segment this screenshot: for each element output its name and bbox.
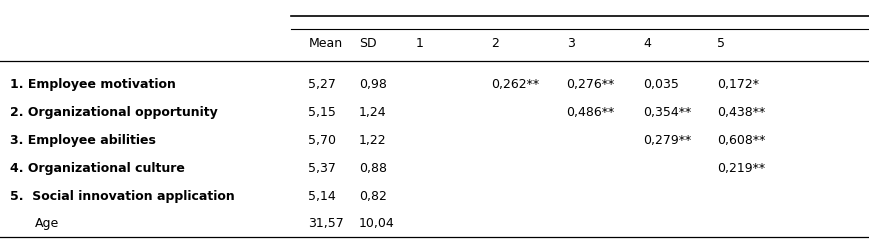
Text: 4. Organizational culture: 4. Organizational culture xyxy=(10,162,185,175)
Text: 5: 5 xyxy=(717,37,725,50)
Text: 1: 1 xyxy=(415,37,423,50)
Text: 0,279**: 0,279** xyxy=(643,134,692,147)
Text: 5,70: 5,70 xyxy=(308,134,336,147)
Text: 5,37: 5,37 xyxy=(308,162,336,175)
Text: 0,608**: 0,608** xyxy=(717,134,766,147)
Text: 10,04: 10,04 xyxy=(359,217,395,230)
Text: 5,15: 5,15 xyxy=(308,106,336,119)
Text: 0,035: 0,035 xyxy=(643,78,679,91)
Text: 5.  Social innovation application: 5. Social innovation application xyxy=(10,189,235,203)
Text: 0,98: 0,98 xyxy=(359,78,387,91)
Text: 1,22: 1,22 xyxy=(359,134,387,147)
Text: 0,354**: 0,354** xyxy=(643,106,692,119)
Text: 0,438**: 0,438** xyxy=(717,106,766,119)
Text: 2: 2 xyxy=(491,37,499,50)
Text: 0,262**: 0,262** xyxy=(491,78,539,91)
Text: 0,486**: 0,486** xyxy=(567,106,615,119)
Text: 4: 4 xyxy=(643,37,651,50)
Text: SD: SD xyxy=(359,37,376,50)
Text: 5,27: 5,27 xyxy=(308,78,336,91)
Text: 0,88: 0,88 xyxy=(359,162,387,175)
Text: 5,14: 5,14 xyxy=(308,189,336,203)
Text: Age: Age xyxy=(35,217,59,230)
Text: 1,24: 1,24 xyxy=(359,106,387,119)
Text: 2. Organizational opportunity: 2. Organizational opportunity xyxy=(10,106,218,119)
Text: 0,82: 0,82 xyxy=(359,189,387,203)
Text: 3: 3 xyxy=(567,37,574,50)
Text: 0,219**: 0,219** xyxy=(717,162,765,175)
Text: 31,57: 31,57 xyxy=(308,217,344,230)
Text: 0,172*: 0,172* xyxy=(717,78,759,91)
Text: 0,276**: 0,276** xyxy=(567,78,615,91)
Text: Mean: Mean xyxy=(308,37,342,50)
Text: 1. Employee motivation: 1. Employee motivation xyxy=(10,78,176,91)
Text: 3. Employee abilities: 3. Employee abilities xyxy=(10,134,156,147)
